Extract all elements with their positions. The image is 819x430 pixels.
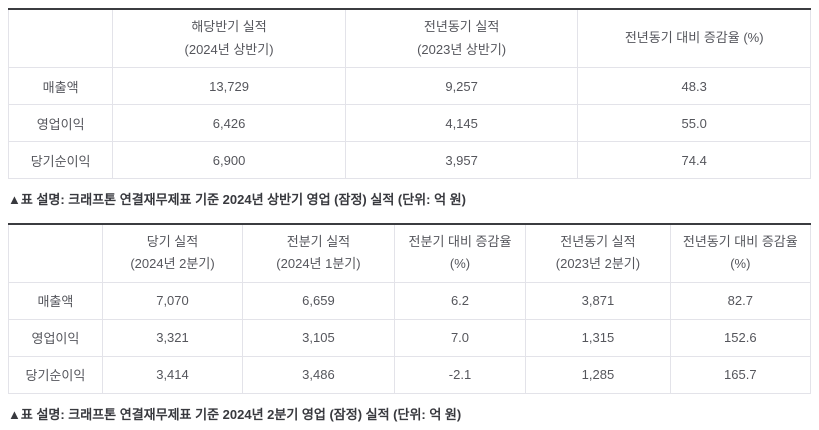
row-label: 당기순이익 (8, 355, 103, 394)
value-cell: 3,486 (242, 355, 395, 394)
column-header-previous-quarter: 전분기 실적 (2024년 1분기) (242, 223, 395, 283)
value-cell: 13,729 (112, 67, 346, 105)
value-cell: 3,105 (242, 318, 395, 357)
value-cell: 6,659 (242, 281, 395, 320)
value-cell: 7.0 (393, 318, 527, 357)
value-cell: 7,070 (101, 281, 244, 320)
column-header-current-quarter: 당기 실적 (2024년 2분기) (101, 223, 244, 283)
value-cell: 1,315 (525, 318, 671, 357)
column-header-prior-year-half: 전년동기 실적 (2023년 상반기) (344, 9, 579, 68)
header-row: 해당반기 실적 (2024년 상반기) 전년동기 실적 (2023년 상반기) … (7, 9, 811, 68)
value-cell: 55.0 (577, 104, 811, 142)
table-caption-quarterly: ▲표 설명: 크래프톤 연결재무제표 기준 2024년 2분기 영업 (잠정) … (8, 406, 462, 422)
corner-cell (7, 9, 114, 68)
row-label: 매출액 (7, 67, 114, 105)
value-cell: 4,145 (344, 104, 579, 142)
quarterly-results-table: 당기 실적 (2024년 2분기) 전분기 실적 (2024년 1분기) 전분기… (8, 222, 812, 394)
row-label: 영업이익 (7, 104, 114, 142)
value-cell: 1,285 (525, 355, 671, 394)
value-cell: 82.7 (669, 281, 812, 320)
half-year-results-table: 해당반기 실적 (2024년 상반기) 전년동기 실적 (2023년 상반기) … (7, 8, 811, 179)
value-cell: 3,871 (525, 281, 671, 320)
row-label: 영업이익 (8, 318, 103, 357)
value-cell: 6,426 (112, 104, 346, 142)
value-cell: 3,321 (101, 318, 244, 357)
value-cell: 3,957 (344, 141, 579, 179)
value-cell: -2.1 (393, 355, 527, 394)
column-header-yoy-change: 전년동기 대비 증감율 (%) (577, 9, 811, 68)
value-cell: 6,900 (112, 141, 346, 179)
row-label: 당기순이익 (7, 141, 114, 179)
column-header-prior-year-quarter: 전년동기 실적 (2023년 2분기) (525, 223, 671, 283)
table-row-net-profit: 당기순이익 6,900 3,957 74.4 (7, 141, 811, 179)
value-cell: 6.2 (393, 281, 527, 320)
column-header-current-half: 해당반기 실적 (2024년 상반기) (112, 9, 346, 68)
table-row-revenue: 매출액 13,729 9,257 48.3 (7, 67, 811, 105)
column-header-qoq-change: 전분기 대비 증감율(%) (393, 223, 527, 283)
header-row: 당기 실적 (2024년 2분기) 전분기 실적 (2024년 1분기) 전분기… (8, 223, 812, 283)
table-row-operating-profit: 영업이익 3,321 3,105 7.0 1,315 152.6 (8, 318, 812, 357)
value-cell: 48.3 (577, 67, 811, 105)
value-cell: 152.6 (669, 318, 812, 357)
table-row-operating-profit: 영업이익 6,426 4,145 55.0 (7, 104, 811, 142)
row-label: 매출액 (8, 281, 103, 320)
value-cell: 74.4 (577, 141, 811, 179)
table-caption-half-year: ▲표 설명: 크래프톤 연결재무제표 기준 2024년 상반기 영업 (잠정) … (8, 192, 466, 207)
table-row-revenue: 매출액 7,070 6,659 6.2 3,871 82.7 (8, 281, 812, 320)
column-header-yoy-change: 전년동기 대비 증감율(%) (669, 223, 812, 283)
value-cell: 9,257 (344, 67, 579, 105)
corner-cell (8, 223, 103, 283)
value-cell: 3,414 (101, 355, 244, 394)
value-cell: 165.7 (669, 355, 812, 394)
table-row-net-profit: 당기순이익 3,414 3,486 -2.1 1,285 165.7 (8, 355, 812, 394)
